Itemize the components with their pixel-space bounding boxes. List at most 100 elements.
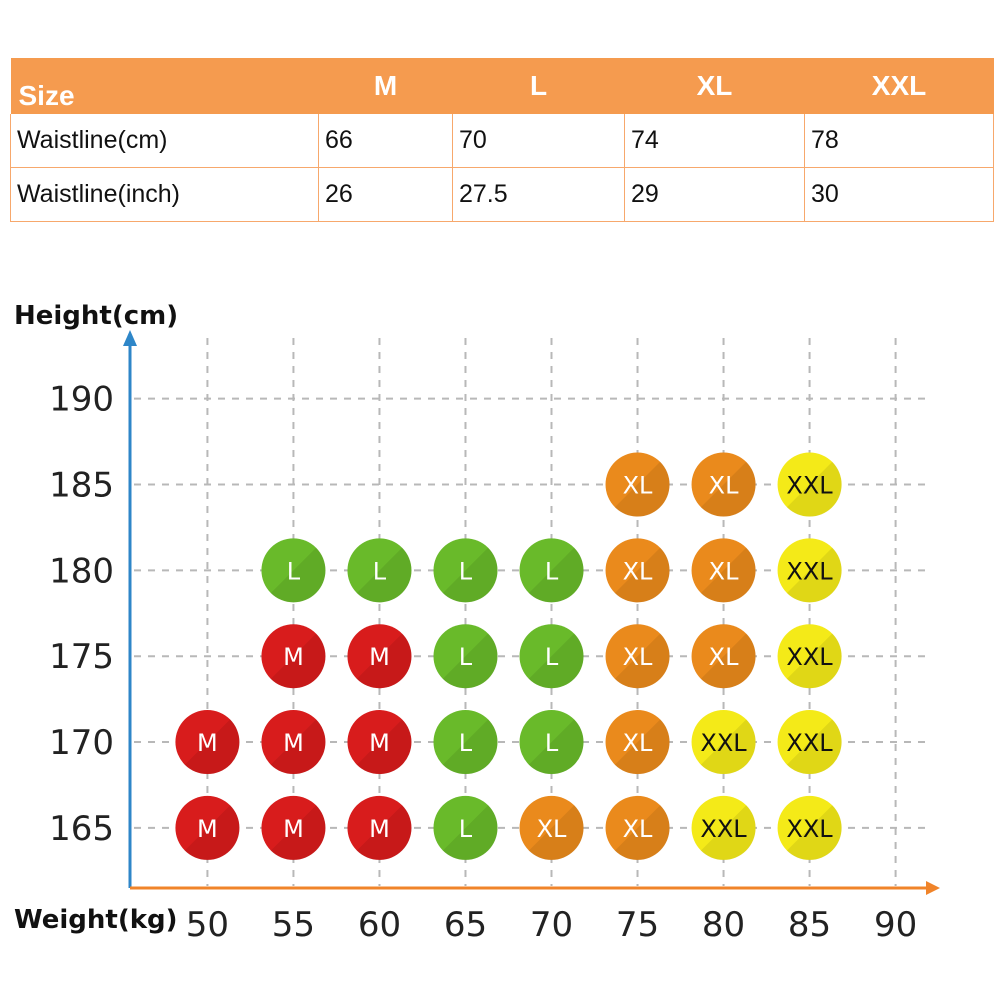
point-shade <box>786 547 842 603</box>
point-marker <box>261 624 326 689</box>
point-xxl: XXL <box>777 538 842 603</box>
tick-labels: 50 55 60 65 70 75 80 85 90 165 170 175 180 185 190 <box>49 380 917 945</box>
point-xl: XL <box>691 452 756 517</box>
point-label: L <box>287 557 301 585</box>
point-m: M <box>347 710 412 775</box>
point-xl: XL <box>605 624 670 689</box>
y-tick-label: 170 <box>49 723 114 763</box>
header-cell-size: Size <box>10 58 319 114</box>
point-m: M <box>175 795 240 861</box>
x-axis-title: Weight(kg) <box>14 905 178 935</box>
point-label: M <box>197 815 218 843</box>
point-marker <box>347 710 412 775</box>
point-marker <box>605 624 670 689</box>
point-m: M <box>261 795 326 861</box>
point-m: M <box>261 710 326 775</box>
point-xxl: XXL <box>777 710 842 775</box>
point-marker <box>261 795 326 860</box>
point-shade <box>442 805 498 861</box>
point-l: L <box>519 538 584 603</box>
point-label: M <box>283 815 304 843</box>
table-cell: 29 <box>624 167 805 222</box>
point-shade <box>700 719 756 775</box>
point-marker <box>433 795 498 860</box>
point-m: M <box>347 624 412 689</box>
point-marker <box>691 538 756 603</box>
point-label: XL <box>709 557 739 585</box>
point-xxl: XXL <box>777 624 842 689</box>
point-marker <box>691 624 756 689</box>
point-marker <box>777 538 842 603</box>
point-shade <box>270 547 326 603</box>
point-marker <box>605 452 670 517</box>
point-shade <box>356 633 412 689</box>
point-l: L <box>519 710 584 775</box>
point-shade <box>270 633 326 689</box>
point-marker <box>777 624 842 689</box>
header-cell-l: L <box>452 58 625 114</box>
table-cell: 66 <box>318 114 453 168</box>
point-shade <box>700 547 756 603</box>
point-shade <box>614 547 670 603</box>
point-marker <box>347 795 412 860</box>
point-shade <box>786 461 842 517</box>
point-label: XXL <box>700 815 747 843</box>
point-label: XL <box>709 472 739 500</box>
point-label: XL <box>537 815 567 843</box>
x-tick-label: 75 <box>616 905 659 945</box>
x-tick-label: 50 <box>186 905 229 945</box>
point-label: L <box>545 643 559 671</box>
point-shade <box>528 633 584 689</box>
x-tick-label: 80 <box>702 905 745 945</box>
point-shade <box>184 805 240 861</box>
point-marker <box>605 710 670 775</box>
point-label: XXL <box>700 729 747 757</box>
x-tick-label: 85 <box>788 905 831 945</box>
point-shade <box>786 719 842 775</box>
point-xl: XL <box>605 710 670 775</box>
point-l: L <box>433 538 498 603</box>
x-tick-label: 60 <box>358 905 401 945</box>
size-table: Size M L XL XXL Waistline(cm) 66 70 74 7… <box>10 58 994 222</box>
point-label: XL <box>709 643 739 671</box>
point-xxl: XXL <box>691 795 756 861</box>
point-label: XXL <box>786 815 833 843</box>
point-marker <box>519 795 584 860</box>
point-label: XL <box>623 815 653 843</box>
point-label: L <box>545 729 559 757</box>
table-cell: 78 <box>804 114 994 168</box>
point-l: L <box>261 538 326 603</box>
table-cell: 27.5 <box>452 167 625 222</box>
point-label: XL <box>623 472 653 500</box>
point-l: L <box>433 710 498 775</box>
point-shade <box>700 633 756 689</box>
table-cell: 30 <box>804 167 994 222</box>
point-label: L <box>459 643 473 671</box>
point-shade <box>614 805 670 861</box>
point-shade <box>700 461 756 517</box>
point-marker <box>433 538 498 603</box>
point-label: XL <box>623 729 653 757</box>
table-cell: 74 <box>624 114 805 168</box>
point-label: M <box>283 643 304 671</box>
point-marker <box>433 710 498 775</box>
point-shade <box>270 719 326 775</box>
point-label: M <box>369 815 390 843</box>
point-marker <box>605 795 670 860</box>
point-shade <box>786 633 842 689</box>
table-cell: 70 <box>452 114 625 168</box>
y-tick-label: 190 <box>49 380 114 420</box>
size-table-header-row: Size M L XL XXL <box>10 58 994 114</box>
point-xxl: XXL <box>777 795 842 861</box>
y-axis-arrow-icon <box>123 330 137 346</box>
point-m: M <box>347 795 412 861</box>
point-shade <box>528 805 584 861</box>
point-marker <box>433 624 498 689</box>
point-marker <box>777 710 842 775</box>
point-marker <box>347 624 412 689</box>
point-label: XXL <box>786 729 833 757</box>
point-shade <box>614 461 670 517</box>
point-marker <box>777 452 842 517</box>
point-m: M <box>175 710 240 775</box>
